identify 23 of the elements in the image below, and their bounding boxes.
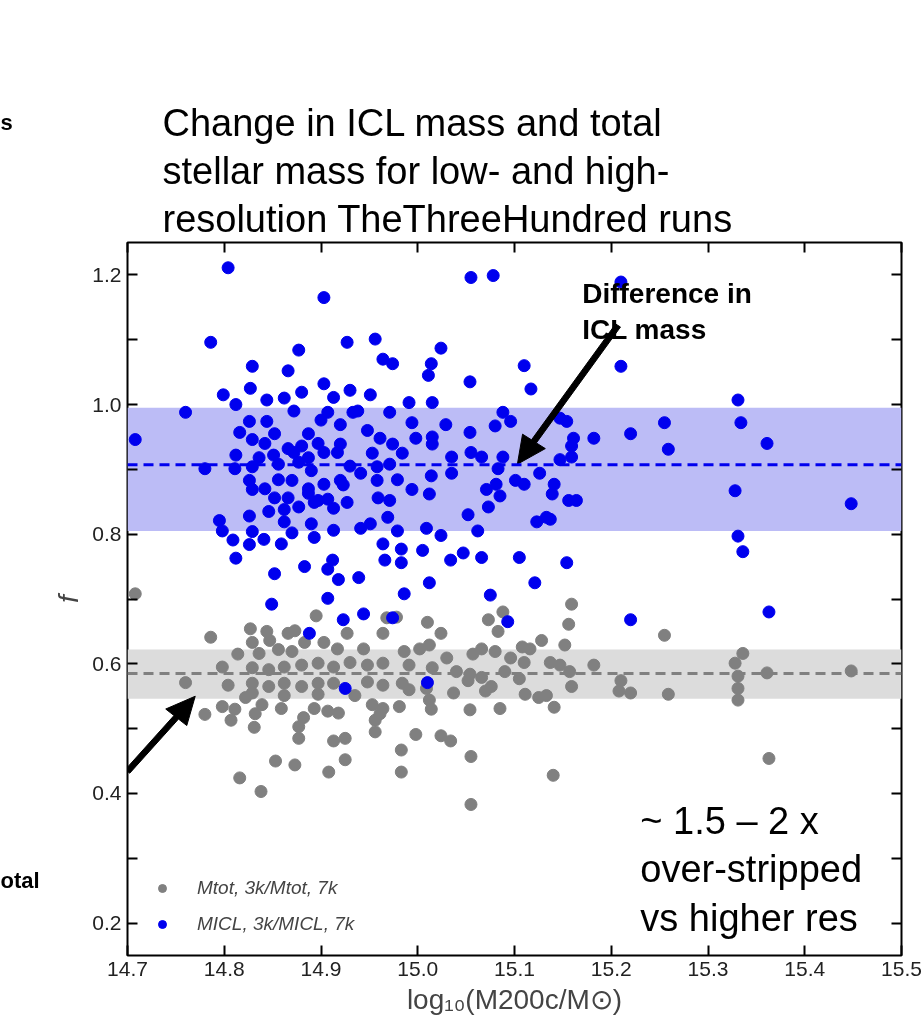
y-tick-label: 0.4: [92, 781, 122, 805]
x-tick-label: 15.5: [881, 956, 922, 980]
x-tick-label: 15.1: [494, 956, 535, 980]
x-tick-label: 14.8: [203, 956, 245, 980]
y-tick-label: 1.0: [92, 392, 122, 416]
y-tick-label: 0.6: [92, 651, 122, 675]
annotation: ~ 1.5 – 2 x over-stripped vs higher res: [640, 799, 863, 939]
x-tick-label: 15.4: [784, 956, 826, 980]
x-tick-label: 15.3: [687, 956, 729, 980]
x-tick-label: 15.2: [590, 956, 632, 980]
y-tick-label: 0.2: [92, 911, 122, 935]
legend-label: Mtot, 3k/Mtot, 7k: [197, 877, 338, 899]
y-tick-label: 1.2: [92, 262, 122, 286]
x-tick-label: 14.7: [107, 956, 148, 980]
y-axis-title: f: [53, 591, 85, 603]
legend-label: MICL, 3k/MICL, 7k: [197, 913, 355, 935]
x-axis-title: log₁₀(M200c/M⊙): [406, 983, 623, 1015]
y-tick-label: 0.8: [92, 522, 122, 546]
text: s: [0, 110, 13, 135]
chart-title: Change in ICL mass and total stellar mass for low- and high- resolution TheThreeHundred runs: [162, 101, 733, 241]
x-tick-label: 14.9: [300, 956, 342, 980]
text: otal: [0, 868, 40, 893]
x-tick-label: 15.0: [397, 956, 439, 980]
